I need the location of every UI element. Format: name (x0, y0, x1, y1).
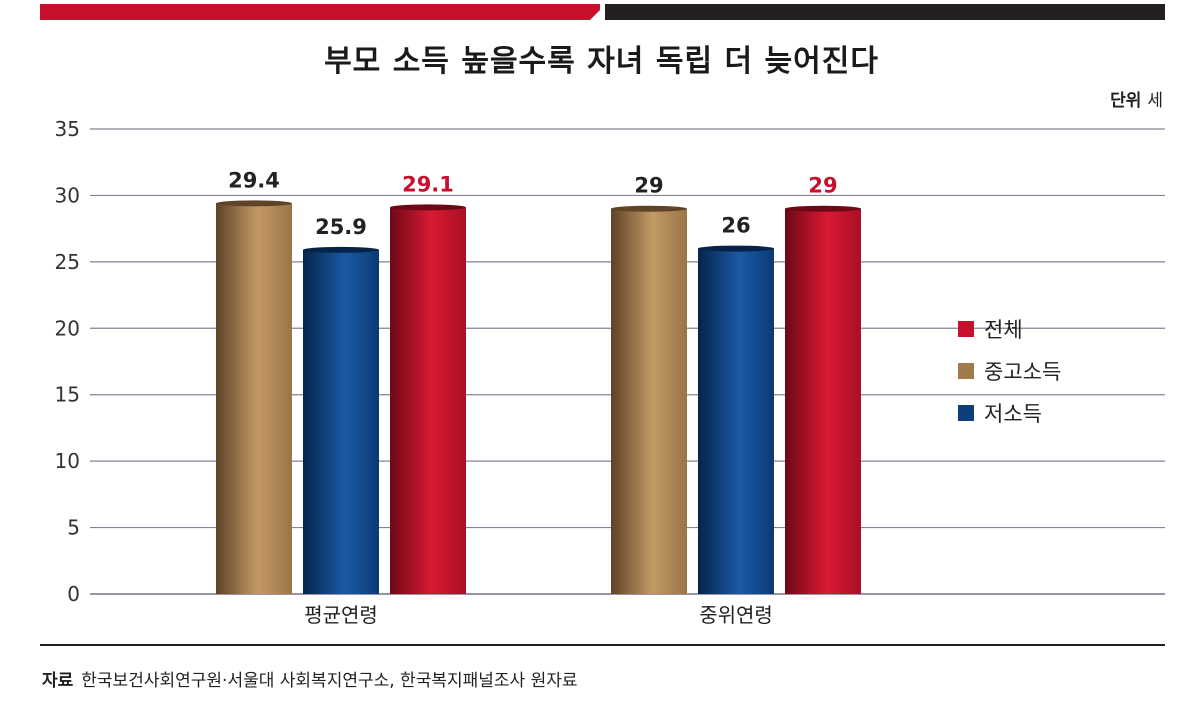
data-label: 25.9 (315, 215, 367, 239)
data-label: 29.4 (228, 168, 280, 192)
bar-cap (216, 200, 292, 207)
legend-label: 저소득 (984, 402, 1042, 426)
y-tick-label: 10 (55, 449, 80, 473)
y-tick-label: 25 (55, 250, 80, 274)
header-accent-bar-dark (605, 4, 1165, 20)
legend-label: 전체 (984, 318, 1023, 342)
y-tick-label: 20 (55, 316, 80, 340)
bar (303, 249, 379, 594)
header-accent-notch (590, 4, 606, 20)
x-axis-labels: 평균연령 중위연령 (304, 603, 773, 627)
data-label: 29 (634, 174, 663, 198)
chart-title: 부모 소득 높을수록 자녀 독립 더 늦어진다 (324, 44, 879, 79)
bar-cap (303, 246, 379, 253)
unit-label: 단위 세 (1110, 86, 1163, 111)
bar (611, 208, 687, 594)
bar (216, 203, 292, 594)
legend-item: 저소득 (958, 392, 1061, 434)
legend-label: 중고소득 (984, 360, 1062, 384)
legend-item: 전체 (958, 308, 1061, 350)
data-label: 26 (721, 214, 750, 238)
legend-swatch (958, 321, 974, 337)
source-label: 자료 (42, 671, 74, 691)
bottom-rule (40, 644, 1165, 646)
y-tick-label: 35 (55, 117, 80, 141)
source-text: 한국보건사회연구원·서울대 사회복지연구소, 한국복지패널조사 원자료 (81, 671, 578, 691)
x-tick-label: 중위연령 (699, 603, 773, 627)
y-axis-ticks: 0 5 10 15 20 25 30 35 (55, 117, 80, 606)
bar-chart: 0 5 10 15 20 25 30 35 29.4 25.9 29.1 29 26 29 평균연령 중위… (55, 117, 1165, 627)
bar-cap (785, 205, 861, 212)
y-tick-label: 15 (55, 383, 80, 407)
bar (698, 248, 774, 595)
y-tick-label: 0 (67, 582, 80, 606)
data-label: 29.1 (402, 172, 454, 196)
bar (390, 207, 466, 594)
y-tick-label: 5 (67, 516, 80, 540)
bar-cap (390, 204, 466, 211)
legend-swatch (958, 363, 974, 379)
x-tick-label: 평균연령 (304, 603, 378, 627)
bars: 29.4 25.9 29.1 29 26 29 (216, 168, 861, 595)
unit-label-key: 단위 (1110, 91, 1142, 111)
unit-label-value: 세 (1147, 91, 1163, 111)
bar (785, 208, 861, 594)
data-label: 29 (808, 174, 837, 198)
legend-item: 중고소득 (958, 350, 1061, 392)
bar-cap (698, 245, 774, 252)
y-tick-label: 30 (55, 183, 80, 207)
source-note: 자료 한국보건사회연구원·서울대 사회복지연구소, 한국복지패널조사 원자료 (42, 666, 578, 691)
header-accent-bar-red (40, 4, 600, 20)
bar-cap (611, 205, 687, 212)
legend-swatch (958, 405, 974, 421)
